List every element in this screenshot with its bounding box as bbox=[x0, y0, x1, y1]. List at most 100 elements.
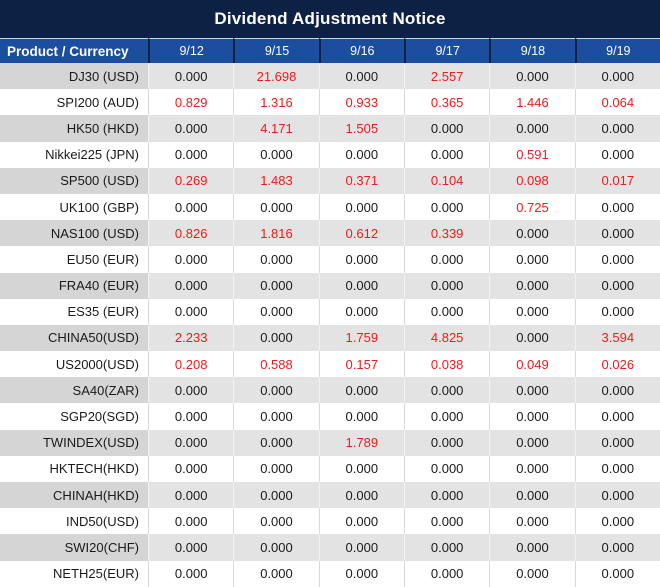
value-cell: 1.505 bbox=[318, 115, 404, 142]
value-cell: 3.594 bbox=[574, 324, 660, 352]
value-cell: 0.000 bbox=[318, 482, 404, 509]
value-cell: 0.000 bbox=[403, 246, 490, 273]
value-cell: 0.000 bbox=[574, 534, 660, 561]
product-cell: HK50 (HKD) bbox=[0, 115, 148, 142]
value-cell: 0.000 bbox=[403, 560, 490, 587]
product-cell: NAS100 (USD) bbox=[0, 220, 148, 247]
value-cell: 0.000 bbox=[574, 508, 660, 535]
value-cell: 0.064 bbox=[574, 89, 660, 116]
value-cell: 0.000 bbox=[403, 193, 490, 221]
value-cell: 0.000 bbox=[318, 141, 404, 168]
value-cell: 0.000 bbox=[574, 63, 660, 90]
value-cell: 0.000 bbox=[489, 482, 575, 509]
value-cell: 0.000 bbox=[574, 429, 660, 456]
table-row: FRA40 (EUR) 0.000 0.000 0.000 0.000 0.000 0.00… bbox=[0, 272, 660, 299]
value-cell: 0.017 bbox=[574, 167, 660, 194]
value-cell: 0.000 bbox=[318, 508, 404, 535]
product-cell: TWINDEX(USD) bbox=[0, 429, 148, 456]
value-cell: 0.000 bbox=[403, 403, 490, 430]
value-cell: 0.000 bbox=[148, 429, 234, 456]
value-cell: 0.829 bbox=[148, 89, 234, 116]
value-cell: 1.316 bbox=[233, 89, 319, 116]
value-cell: 1.759 bbox=[318, 324, 404, 352]
value-cell: 0.000 bbox=[489, 560, 575, 587]
value-cell: 0.000 bbox=[233, 455, 319, 482]
value-cell: 0.000 bbox=[148, 141, 234, 168]
table-row: UK100 (GBP) 0.000 0.000 0.000 0.000 0.725 0.00… bbox=[0, 193, 660, 221]
product-cell: SWI20(CHF) bbox=[0, 534, 148, 561]
value-cell: 0.000 bbox=[233, 193, 319, 221]
value-cell: 0.826 bbox=[148, 220, 234, 247]
value-cell: 0.026 bbox=[574, 351, 660, 378]
value-cell: 0.000 bbox=[148, 246, 234, 273]
value-cell: 1.483 bbox=[233, 167, 319, 194]
value-cell: 0.000 bbox=[574, 298, 660, 325]
value-cell: 0.000 bbox=[489, 115, 575, 142]
value-cell: 0.000 bbox=[318, 403, 404, 430]
product-cell: UK100 (GBP) bbox=[0, 193, 148, 221]
value-cell: 0.000 bbox=[574, 246, 660, 273]
value-cell: 0.000 bbox=[489, 508, 575, 535]
product-cell: Nikkei225 (JPN) bbox=[0, 141, 148, 168]
value-cell: 0.000 bbox=[233, 272, 319, 299]
value-cell: 0.000 bbox=[574, 560, 660, 587]
value-cell: 0.000 bbox=[574, 482, 660, 509]
value-cell: 0.000 bbox=[574, 272, 660, 299]
value-cell: 0.000 bbox=[233, 377, 319, 404]
table-row: NAS100 (USD) 0.826 1.816 0.612 0.339 0.000 0.0… bbox=[0, 220, 660, 247]
value-cell: 0.000 bbox=[403, 377, 490, 404]
value-cell: 0.000 bbox=[574, 141, 660, 168]
value-cell: 0.000 bbox=[574, 220, 660, 247]
value-cell: 0.000 bbox=[318, 246, 404, 273]
product-cell: CHINAH(HKD) bbox=[0, 482, 148, 509]
value-cell: 0.000 bbox=[489, 403, 575, 430]
value-cell: 0.000 bbox=[148, 508, 234, 535]
value-cell: 4.171 bbox=[233, 115, 319, 142]
value-cell: 0.000 bbox=[148, 298, 234, 325]
value-cell: 0.000 bbox=[148, 272, 234, 299]
product-cell: IND50(USD) bbox=[0, 508, 148, 535]
table-row: EU50 (EUR) 0.000 0.000 0.000 0.000 0.000 0.000 bbox=[0, 246, 660, 273]
table-row: SWI20(CHF) 0.000 0.000 0.000 0.000 0.000 0.000 bbox=[0, 534, 660, 561]
value-cell: 0.000 bbox=[574, 455, 660, 482]
product-cell: SA40(ZAR) bbox=[0, 377, 148, 404]
value-cell: 0.000 bbox=[489, 220, 575, 247]
table-row: TWINDEX(USD) 0.000 0.000 1.789 0.000 0.000 0.0… bbox=[0, 429, 660, 456]
product-cell: ES35 (EUR) bbox=[0, 298, 148, 325]
value-cell: 0.000 bbox=[574, 403, 660, 430]
table-row: HK50 (HKD) 0.000 4.171 1.505 0.000 0.000 0.000 bbox=[0, 115, 660, 142]
value-cell: 0.000 bbox=[318, 298, 404, 325]
value-cell: 0.000 bbox=[318, 193, 404, 221]
value-cell: 0.000 bbox=[489, 429, 575, 456]
product-cell: SP500 (USD) bbox=[0, 167, 148, 194]
value-cell: 0.933 bbox=[318, 89, 404, 116]
value-cell: 1.816 bbox=[233, 220, 319, 247]
value-cell: 0.038 bbox=[403, 351, 490, 378]
value-cell: 0.000 bbox=[318, 455, 404, 482]
value-cell: 1.446 bbox=[489, 89, 575, 116]
value-cell: 0.000 bbox=[233, 246, 319, 273]
product-cell: HKTECH(HKD) bbox=[0, 455, 148, 482]
value-cell: 0.000 bbox=[489, 324, 575, 352]
value-cell: 0.000 bbox=[233, 324, 319, 352]
value-cell: 0.000 bbox=[403, 455, 490, 482]
value-cell: 0.098 bbox=[489, 167, 575, 194]
value-cell: 0.000 bbox=[489, 246, 575, 273]
table-row: SP500 (USD) 0.269 1.483 0.371 0.104 0.098 0.01… bbox=[0, 167, 660, 194]
value-cell: 0.000 bbox=[574, 115, 660, 142]
value-cell: 0.725 bbox=[489, 193, 575, 221]
value-cell: 0.000 bbox=[233, 508, 319, 535]
table-row: Nikkei225 (JPN) 0.000 0.000 0.000 0.000 0.591… bbox=[0, 141, 660, 168]
value-cell: 0.000 bbox=[148, 482, 234, 509]
value-cell: 0.365 bbox=[403, 89, 490, 116]
value-cell: 0.000 bbox=[403, 534, 490, 561]
table-row: SGP20(SGD) 0.000 0.000 0.000 0.000 0.000 0.000 bbox=[0, 403, 660, 430]
table-row: CHINA50(USD) 2.233 0.000 1.759 4.825 0.000 3.5… bbox=[0, 324, 660, 352]
value-cell: 0.612 bbox=[318, 220, 404, 247]
column-header-date: 9/19 bbox=[574, 38, 660, 63]
value-cell: 4.825 bbox=[403, 324, 490, 352]
value-cell: 0.000 bbox=[233, 429, 319, 456]
value-cell: 21.698 bbox=[233, 63, 319, 90]
product-cell: US2000(USD) bbox=[0, 351, 148, 378]
